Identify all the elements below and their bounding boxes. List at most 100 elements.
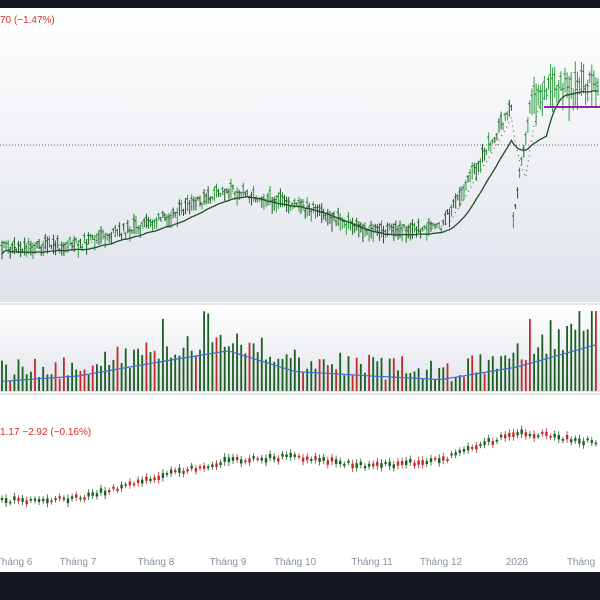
compare-candle (91, 492, 94, 496)
volume-bar (1, 360, 3, 391)
volume-bar (586, 329, 589, 391)
x-axis-tick-label: Tháng (567, 557, 595, 568)
volume-bar (368, 354, 370, 391)
volume-bar (512, 352, 515, 391)
volume-bar (83, 369, 86, 391)
compare-candle (450, 453, 453, 456)
volume-bar (260, 337, 263, 391)
volume-bar (162, 318, 164, 391)
volume-bar (54, 362, 57, 391)
price-ohlc-bars (0, 61, 599, 260)
compare-candle (359, 461, 362, 466)
price-panel-bg (0, 8, 600, 302)
compare-candle (174, 470, 177, 473)
volume-bar (483, 373, 486, 391)
compare-candle (116, 488, 119, 491)
volume-bar (401, 356, 403, 391)
volume-bar (9, 380, 12, 391)
volume-bar (306, 368, 309, 391)
compare-candle (268, 454, 272, 458)
compare-candle (421, 460, 424, 465)
compare-candle (153, 477, 156, 481)
volume-bar (252, 343, 255, 391)
volume-bar (137, 348, 139, 391)
x-axis-tick-label: Tháng 7 (60, 557, 97, 568)
volume-bar (269, 356, 271, 391)
volume-bar (496, 368, 498, 391)
compare-candle (264, 458, 268, 463)
compare-candle (235, 457, 239, 460)
volume-bar (79, 370, 82, 391)
volume-bar (570, 323, 573, 391)
volume-bar (63, 357, 65, 391)
volume-bar (541, 334, 544, 391)
volume-bar (335, 369, 337, 391)
compare-candle (462, 449, 466, 452)
volume-bar (203, 311, 205, 391)
moving-average-line (1, 89, 599, 255)
compare-candle (182, 470, 185, 474)
volume-bar (359, 363, 362, 391)
volume-bar (30, 371, 32, 391)
compare-candle (231, 457, 235, 461)
volume-bar (574, 329, 577, 391)
compare-candle (429, 458, 433, 463)
volume-bar (533, 353, 535, 391)
volume-bar (133, 349, 135, 391)
compare-candle (330, 457, 334, 462)
compare-candle (516, 432, 519, 436)
volume-bar (195, 355, 197, 391)
compare-candle (586, 438, 589, 441)
volume-bar (318, 359, 321, 391)
compare-candle (351, 463, 354, 469)
compare-candle (314, 456, 317, 461)
x-axis-tick-label: Tháng 6 (0, 557, 33, 568)
compare-candle (367, 463, 371, 467)
volume-bar (298, 357, 300, 391)
compare-candle (400, 461, 404, 465)
volume-bar (454, 377, 457, 391)
volume-bar (289, 358, 292, 391)
compare-candle (594, 442, 598, 445)
compare-candle (396, 461, 400, 466)
volume-bar (129, 368, 131, 391)
compare-candle (54, 498, 57, 501)
compare-candle (252, 456, 255, 459)
volume-bar (75, 369, 78, 391)
compare-candle (157, 475, 160, 480)
compare-candle (273, 456, 276, 460)
compare-candle (570, 439, 573, 443)
compare-candle (75, 494, 78, 498)
volume-bar (153, 350, 156, 391)
volume-bar (34, 358, 36, 391)
volume-bar (417, 368, 420, 391)
compare-candle (145, 476, 148, 481)
compare-candle (50, 500, 53, 503)
compare-candle (79, 497, 82, 500)
volume-bar (471, 355, 474, 391)
volume-bar (293, 349, 296, 391)
volume-bar (141, 355, 144, 391)
volume-bar (326, 365, 329, 391)
compare-candle (297, 455, 301, 458)
compare-candle (322, 457, 325, 461)
volume-bar (248, 342, 251, 391)
volume-bar (285, 354, 288, 391)
volume-bar (281, 358, 284, 391)
compare-candle (413, 462, 416, 466)
compare-candle (281, 453, 284, 457)
volume-bar (256, 352, 259, 391)
volume-bar (434, 379, 436, 391)
compare-candle (46, 498, 49, 504)
compare-candle (326, 460, 329, 465)
compare-candle (442, 456, 445, 461)
compare-candle (590, 440, 593, 443)
compare-candle (376, 461, 379, 467)
compare-candle (545, 431, 548, 436)
volume-bar (87, 374, 90, 391)
volume-bar (582, 330, 585, 391)
compare-candle (165, 473, 169, 475)
volume-bar (149, 352, 152, 391)
compare-candle (132, 483, 136, 486)
